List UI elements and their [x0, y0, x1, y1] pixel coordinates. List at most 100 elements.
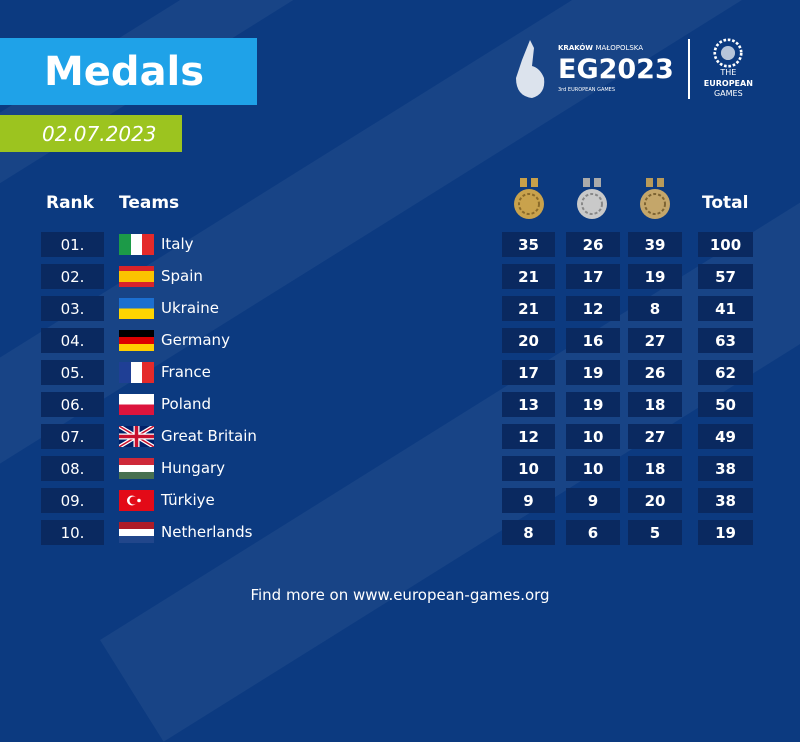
total-cell: 63: [698, 328, 753, 353]
total-cell: 49: [698, 424, 753, 449]
total-cell: 19: [698, 520, 753, 545]
bronze-cell: 20: [628, 488, 682, 513]
total-cell: 50: [698, 392, 753, 417]
header-rank: Rank: [46, 193, 94, 213]
rank-cell: 04.: [41, 328, 104, 353]
divider: [687, 39, 690, 99]
gold-cell: 8: [502, 520, 555, 545]
table-row: 07. Great Britain 12 10 27 49: [0, 424, 800, 449]
team-name: Germany: [161, 331, 230, 349]
bronze-cell: 27: [628, 328, 682, 353]
header-total: Total: [702, 193, 749, 213]
flag-icon: [119, 266, 154, 287]
flag-icon: [119, 426, 154, 447]
rank-cell: 06.: [41, 392, 104, 417]
bronze-cell: 18: [628, 456, 682, 481]
silver-cell: 9: [566, 488, 620, 513]
table-row: 02. Spain 21 17 19 57: [0, 264, 800, 289]
silver-cell: 26: [566, 232, 620, 257]
eg2023-logo: KRAKÓW MAŁOPOLSKA EG2023 3rd EUROPEAN GA…: [512, 34, 753, 104]
rank-cell: 07.: [41, 424, 104, 449]
date-label: 02.07.2023: [0, 115, 182, 152]
logo-text: 3rd EUROPEAN GAMES: [558, 87, 616, 94]
bronze-cell: 5: [628, 520, 682, 545]
bronze-cell: 26: [628, 360, 682, 385]
total-cell: 38: [698, 456, 753, 481]
logo-text: EUROPEAN: [703, 78, 753, 88]
gold-cell: 10: [502, 456, 555, 481]
team-name: Poland: [161, 395, 212, 413]
bronze-cell: 39: [628, 232, 682, 257]
flag-icon: [119, 490, 154, 511]
table-row: 06. Poland 13 19 18 50: [0, 392, 800, 417]
logo-text: THE: [720, 68, 737, 78]
header-teams: Teams: [119, 193, 180, 213]
silver-cell: 12: [566, 296, 620, 321]
flag-icon: [119, 234, 154, 255]
table-row: 09. Türkiye 9 9 20 38: [0, 488, 800, 513]
flag-icon: [119, 362, 154, 383]
flag-icon: [119, 298, 154, 319]
table-row: 08. Hungary 10 10 18 38: [0, 456, 800, 481]
flag-icon: [119, 394, 154, 415]
gold-cell: 9: [502, 488, 555, 513]
total-cell: 62: [698, 360, 753, 385]
page-title: Medals: [0, 38, 257, 105]
bronze-cell: 18: [628, 392, 682, 417]
table-row: 01. Italy 35 26 39 100: [0, 232, 800, 257]
footer-link[interactable]: Find more on www.european-games.org: [250, 586, 550, 604]
total-cell: 38: [698, 488, 753, 513]
rank-cell: 01.: [41, 232, 104, 257]
logo-text: MAŁOPOLSKA: [595, 43, 644, 52]
flag-icon: [119, 522, 154, 543]
gold-cell: 35: [502, 232, 555, 257]
team-name: Spain: [161, 267, 203, 285]
gold-medal-icon: [514, 178, 544, 219]
total-cell: 41: [698, 296, 753, 321]
rank-cell: 08.: [41, 456, 104, 481]
team-name: Great Britain: [161, 427, 257, 445]
rank-cell: 10.: [41, 520, 104, 545]
gold-cell: 20: [502, 328, 555, 353]
logo-text: GAMES: [713, 89, 743, 99]
flame-logo-icon: [516, 40, 545, 98]
silver-medal-icon: [577, 178, 607, 219]
silver-cell: 19: [566, 360, 620, 385]
rank-cell: 02.: [41, 264, 104, 289]
table-row: 10. Netherlands 8 6 5 19: [0, 520, 800, 545]
european-games-globe-icon: [713, 38, 743, 68]
silver-cell: 6: [566, 520, 620, 545]
rank-cell: 05.: [41, 360, 104, 385]
silver-cell: 19: [566, 392, 620, 417]
bronze-medal-icon: [640, 178, 670, 219]
silver-cell: 10: [566, 424, 620, 449]
team-name: Italy: [161, 235, 194, 253]
team-name: Ukraine: [161, 299, 219, 317]
gold-cell: 13: [502, 392, 555, 417]
table-row: 05. France 17 19 26 62: [0, 360, 800, 385]
team-name: Netherlands: [161, 523, 253, 541]
silver-cell: 10: [566, 456, 620, 481]
rank-cell: 09.: [41, 488, 104, 513]
table-row: 04. Germany 20 16 27 63: [0, 328, 800, 353]
gold-cell: 21: [502, 296, 555, 321]
flag-icon: [119, 458, 154, 479]
flag-icon: [119, 330, 154, 351]
team-name: Türkiye: [161, 491, 215, 509]
gold-cell: 17: [502, 360, 555, 385]
bronze-cell: 8: [628, 296, 682, 321]
gold-cell: 12: [502, 424, 555, 449]
gold-cell: 21: [502, 264, 555, 289]
logo-main-text: EG2023: [558, 54, 674, 86]
team-name: France: [161, 363, 211, 381]
total-cell: 100: [698, 232, 753, 257]
silver-cell: 17: [566, 264, 620, 289]
table-row: 03. Ukraine 21 12 8 41: [0, 296, 800, 321]
bronze-cell: 19: [628, 264, 682, 289]
rank-cell: 03.: [41, 296, 104, 321]
logo-text: KRAKÓW: [558, 43, 594, 52]
bronze-cell: 27: [628, 424, 682, 449]
silver-cell: 16: [566, 328, 620, 353]
team-name: Hungary: [161, 459, 226, 477]
total-cell: 57: [698, 264, 753, 289]
